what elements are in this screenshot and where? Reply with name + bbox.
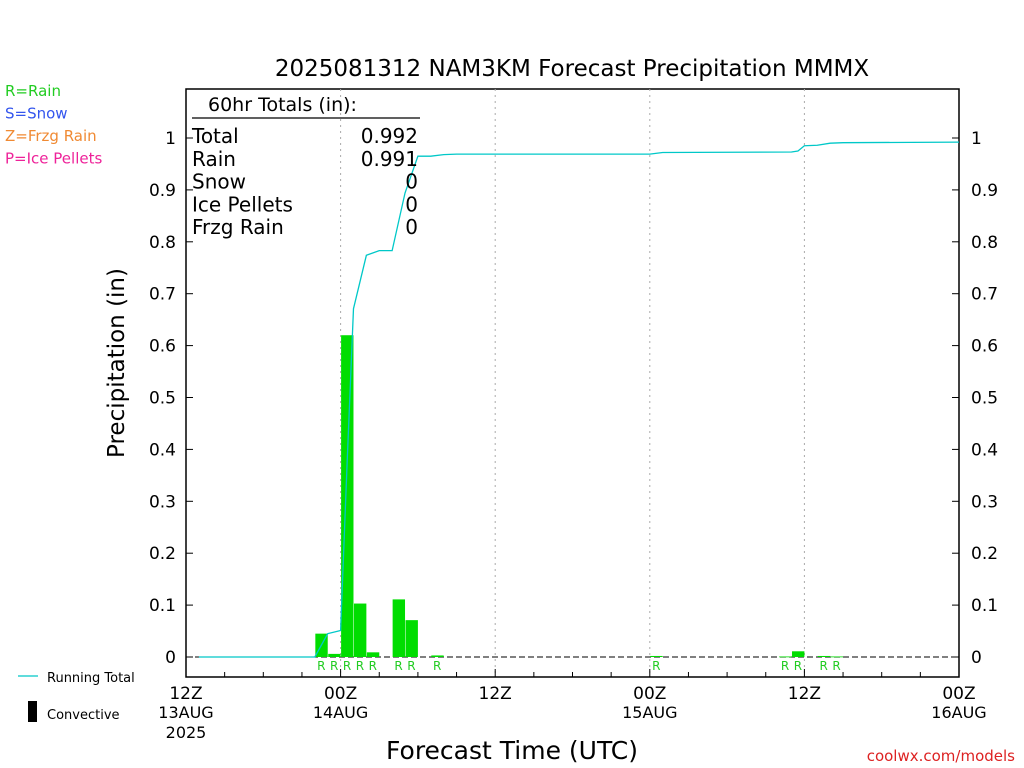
totals-label: Frzg Rain [192, 215, 284, 239]
ptype-marker: R [652, 659, 660, 673]
precip-bar [830, 656, 844, 658]
y-tick-label: 0 [165, 648, 176, 668]
precipitation-bars [315, 335, 844, 658]
precip-bar [341, 335, 354, 657]
ptype-marker: R [330, 659, 338, 673]
ptype-legend-item: Z=Frzg Rain [5, 127, 97, 145]
precip-bar [353, 603, 367, 657]
totals-box: 60hr Totals (in): Total 0.992 Rain 0.991 Sno… [191, 94, 420, 239]
x-tick-date: 13AUG [158, 703, 213, 722]
totals-value: 0.992 [361, 124, 418, 148]
x-tick-date: 14AUG [313, 703, 368, 722]
y-axis-right: 0 0.1 0.2 0.3 0.4 0.5 0.6 0.7 0.8 0.9 1 [952, 129, 998, 668]
convective-swatch [28, 701, 37, 722]
x-tick-date: 16AUG [931, 703, 986, 722]
ptype-legend-item: S=Snow [5, 105, 68, 123]
plot-frame [185, 88, 960, 678]
totals-label: Snow [192, 170, 246, 194]
x-tick-time: 12Z [479, 684, 512, 704]
precip-bar [366, 652, 380, 657]
chart-title: 2025081312 NAM3KM Forecast Precipitation… [275, 56, 870, 82]
precip-bar [405, 620, 418, 657]
x-tick-time: 00Z [942, 684, 975, 704]
ptype-marker: R [820, 659, 828, 673]
x-tick-time: 12Z [169, 684, 202, 704]
y-tick-label-right: 0.8 [971, 233, 998, 253]
y-tick-label-right: 1 [971, 129, 982, 149]
y-tick-label: 0.5 [149, 389, 176, 409]
ptype-marker: R [407, 659, 415, 673]
y-tick-label: 0.9 [149, 181, 176, 201]
y-tick-label: 0.1 [149, 596, 176, 616]
y-tick-label: 0.6 [149, 337, 176, 357]
precip-bar [817, 655, 831, 657]
totals-rows: Total 0.992 Rain 0.991 Snow 0 Ice Pellets 0 Frzg… [191, 124, 418, 239]
ptype-marker: R [794, 659, 802, 673]
legend-running-total: Running Total [47, 671, 135, 686]
credit-text: coolwx.com/models [867, 747, 1015, 765]
precip-bar [779, 656, 792, 658]
y-tick-label-right: 0.9 [971, 181, 998, 201]
precip-bar [650, 655, 663, 657]
totals-value: 0 [405, 192, 418, 216]
series-legend: Running Total Convective [18, 671, 135, 723]
totals-value: 0.991 [361, 147, 418, 171]
vertical-gridlines [340, 89, 805, 677]
totals-label: Total [191, 124, 239, 148]
precip-bar [431, 655, 444, 657]
ptype-marker: R [343, 659, 351, 673]
y-tick-label-right: 0.6 [971, 337, 998, 357]
y-tick-label-right: 0.7 [971, 285, 998, 305]
totals-value: 0 [405, 170, 418, 194]
y-axis-left: 0 0.1 0.2 0.3 0.4 0.5 0.6 0.7 0.8 0.9 1 [149, 129, 193, 668]
ptype-legend-item: R=Rain [5, 82, 61, 100]
y-tick-label: 0.4 [149, 440, 176, 460]
y-axis-label: Precipitation (in) [104, 268, 130, 458]
totals-label: Ice Pellets [192, 192, 293, 216]
y-tick-label-right: 0 [971, 648, 982, 668]
precip-bar [328, 653, 341, 657]
x-tick-date: 15AUG [622, 703, 677, 722]
ptype-marker: R [832, 659, 840, 673]
y-tick-label-right: 0.3 [971, 492, 998, 512]
y-tick-label: 1 [165, 129, 176, 149]
ptype-legend-item: P=Ice Pellets [5, 150, 102, 168]
y-tick-label-right: 0.4 [971, 440, 998, 460]
ptype-marker: R [356, 659, 364, 673]
legend-convective: Convective [47, 708, 120, 723]
ptype-marker: R [433, 659, 441, 673]
x-tick-time: 00Z [633, 684, 666, 704]
y-tick-label-right: 0.1 [971, 596, 998, 616]
totals-value: 0 [405, 215, 418, 239]
totals-label: Rain [192, 147, 236, 171]
x-tick-year: 2025 [166, 723, 207, 742]
x-axis-label: Forecast Time (UTC) [386, 736, 638, 765]
y-tick-label-right: 0.2 [971, 544, 998, 564]
y-tick-label: 0.8 [149, 233, 176, 253]
ptype-marker: R [317, 659, 325, 673]
y-tick-label: 0.2 [149, 544, 176, 564]
running-total-line [198, 141, 960, 658]
y-tick-label: 0.3 [149, 492, 176, 512]
precip-bar [392, 599, 406, 657]
x-tick-time: 00Z [324, 684, 357, 704]
precipitation-type-legend: R=Rain S=Snow Z=Frzg Rain P=Ice Pellets [5, 82, 102, 168]
y-tick-label-right: 0.5 [971, 389, 998, 409]
x-tick-time: 12Z [788, 684, 821, 704]
ptype-marker: R [394, 659, 402, 673]
precip-bar [792, 651, 805, 657]
totals-header: 60hr Totals (in): [208, 94, 357, 116]
y-tick-label: 0.7 [149, 285, 176, 305]
ptype-marker: R [369, 659, 377, 673]
ptype-marker: R [781, 659, 789, 673]
